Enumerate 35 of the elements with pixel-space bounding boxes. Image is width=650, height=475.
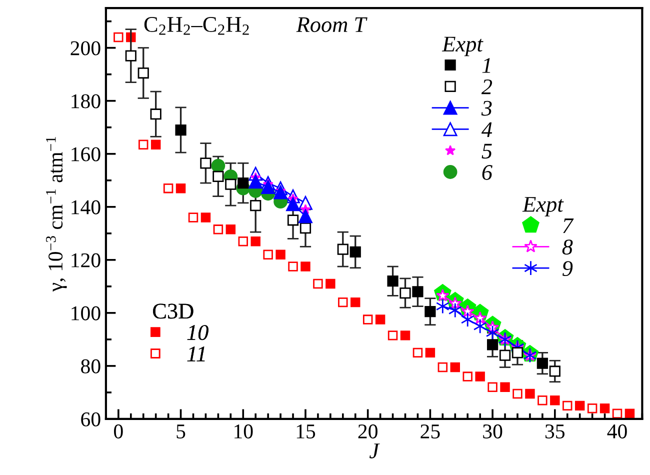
y-tick-label: 140 bbox=[72, 200, 100, 214]
text: Expt bbox=[522, 197, 564, 216]
y-tick-label: 100 bbox=[72, 306, 100, 320]
y-tick-label: 160 bbox=[72, 147, 100, 162]
x-tick-label: 15 bbox=[296, 424, 316, 438]
x-tick-label: 25 bbox=[420, 424, 440, 438]
x-tick-label: 20 bbox=[358, 424, 378, 438]
legend-label: 4 bbox=[481, 122, 492, 137]
x-tick-label: 35 bbox=[545, 424, 565, 438]
text: C3D bbox=[153, 304, 194, 319]
legend-label: 6 bbox=[482, 165, 492, 180]
y-tick-label: 60 bbox=[81, 412, 100, 426]
annotation: C$_{2}$H$_{2}$–C$_{2}$H$_{2}$ bbox=[144, 17, 249, 35]
x-axis-title: J bbox=[369, 444, 380, 458]
legend-label: 5 bbox=[482, 144, 492, 159]
y-tick-label: 80 bbox=[81, 359, 100, 374]
annotation: Room T bbox=[296, 17, 368, 32]
x-tick-label: 40 bbox=[607, 424, 627, 438]
x-tick-label: 10 bbox=[234, 424, 253, 438]
y-axis-title: γ, 10$^{−3}$ cm$^{−1}$ atm$^{−1}$ bbox=[46, 136, 67, 292]
legend-label: 7 bbox=[563, 218, 574, 234]
legend-label: 9 bbox=[562, 261, 573, 276]
x-tick-label: 30 bbox=[483, 424, 502, 438]
text: Expt bbox=[442, 36, 484, 56]
x-tick-label: 5 bbox=[176, 424, 186, 438]
legend-label: 10 bbox=[187, 325, 208, 340]
legend-label: 8 bbox=[562, 240, 573, 255]
y-tick-label: 180 bbox=[72, 94, 100, 108]
legend-label: 1 bbox=[482, 58, 490, 73]
y-tick-label: 120 bbox=[72, 253, 100, 268]
x-tick-label: 0 bbox=[114, 424, 123, 438]
legend-label: 3 bbox=[481, 100, 492, 116]
legend-label: 11 bbox=[187, 346, 205, 362]
y-tick-label: 200 bbox=[70, 41, 100, 56]
legend-label: 2 bbox=[481, 79, 492, 94]
